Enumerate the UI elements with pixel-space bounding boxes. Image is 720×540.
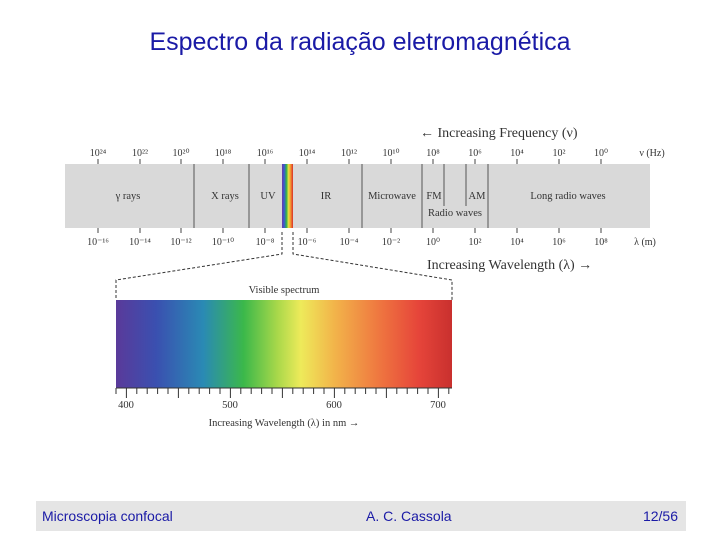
- freq-tick: 10⁶: [468, 148, 482, 159]
- band-label-uv: UV: [260, 191, 276, 202]
- spectrum-band: [65, 164, 650, 228]
- visible-spectrum-heading: Visible spectrum: [249, 285, 320, 296]
- wavelength-ticks: 10⁻¹⁶ 10⁻¹⁴ 10⁻¹² 10⁻¹⁰ 10⁻⁸ 10⁻⁶ 10⁻⁴ 1…: [87, 237, 608, 248]
- band-label-ir: IR: [321, 191, 332, 202]
- wavelength-tick-marks: [97, 228, 602, 233]
- wl-tick: 10⁻⁶: [298, 237, 317, 248]
- freq-tick: 10²⁰: [172, 148, 189, 159]
- band-label-xrays: X rays: [211, 191, 239, 202]
- zoom-connector: [115, 232, 453, 300]
- band-label-gamma: γ rays: [115, 191, 141, 202]
- wl-tick: 10⁶: [552, 237, 566, 248]
- wl-tick: 10⁻¹⁴: [129, 237, 151, 248]
- freq-tick: 10¹⁸: [215, 148, 232, 159]
- footer-center: A. C. Cassola: [366, 508, 452, 524]
- slide-title: Espectro da radiação eletromagnética: [149, 28, 571, 56]
- freq-tick: 10²²: [132, 148, 148, 159]
- band-label-radio: Radio waves: [428, 208, 482, 219]
- visible-tick: 400: [118, 400, 134, 411]
- wl-tick: 10⁻¹⁰: [212, 237, 234, 248]
- visible-slice: [282, 164, 293, 228]
- band-labels: γ rays X rays UV IR Microwave FM AM Long…: [115, 191, 606, 219]
- freq-tick: 10⁴: [510, 148, 524, 159]
- frequency-heading: ← Increasing Frequency (ν): [420, 126, 578, 141]
- freq-tick: 10¹⁰: [382, 148, 399, 159]
- wavelength-heading: Increasing Wavelength (λ) →: [427, 258, 592, 273]
- visible-tick: 700: [430, 400, 446, 411]
- visible-tick: 600: [326, 400, 342, 411]
- visible-axis-label: Increasing Wavelength (λ) in nm →: [209, 418, 360, 429]
- visible-spectrum-bar: [116, 300, 452, 388]
- visible-ruler: [115, 387, 452, 398]
- wl-tick: 10⁻²: [382, 237, 400, 248]
- band-dividers: [193, 164, 489, 228]
- freq-tick: 10⁰: [594, 148, 608, 159]
- frequency-unit: ν (Hz): [639, 148, 664, 159]
- freq-tick: 10¹⁴: [299, 148, 316, 159]
- band-label-am: AM: [469, 191, 487, 202]
- band-label-long-radio: Long radio waves: [530, 191, 605, 202]
- wl-tick: 10⁻⁸: [256, 237, 275, 248]
- frequency-tick-marks: [97, 159, 602, 164]
- freq-tick: 10²⁴: [90, 148, 107, 159]
- slide-footer: Microscopia confocal A. C. Cassola 12/56: [36, 501, 686, 531]
- visible-ticks: 400 500 600 700: [118, 400, 446, 411]
- visible-tick: 500: [222, 400, 238, 411]
- wl-tick: 10²: [469, 237, 482, 248]
- wl-tick: 10⁴: [510, 237, 524, 248]
- band-label-fm: FM: [426, 191, 442, 202]
- band-label-microwave: Microwave: [368, 191, 416, 202]
- footer-page-number: 12/56: [642, 508, 678, 524]
- wl-tick: 10⁰: [426, 237, 440, 248]
- freq-tick: 10²: [553, 148, 566, 159]
- wavelength-unit: λ (m): [634, 237, 656, 248]
- wl-tick: 10⁻¹²: [170, 237, 191, 248]
- wl-tick: 10⁸: [594, 237, 608, 248]
- wl-tick: 10⁻⁴: [340, 237, 359, 248]
- freq-tick: 10¹⁶: [257, 148, 274, 159]
- freq-tick: 10⁸: [426, 148, 440, 159]
- frequency-ticks: 10²⁴ 10²² 10²⁰ 10¹⁸ 10¹⁶ 10¹⁴ 10¹² 10¹⁰ …: [90, 148, 608, 159]
- wl-tick: 10⁻¹⁶: [87, 237, 109, 248]
- freq-tick: 10¹²: [341, 148, 357, 159]
- em-spectrum-diagram: ← Increasing Frequency (ν) 10²⁴ 10²² 10²…: [65, 126, 665, 429]
- footer-left: Microscopia confocal: [42, 508, 173, 524]
